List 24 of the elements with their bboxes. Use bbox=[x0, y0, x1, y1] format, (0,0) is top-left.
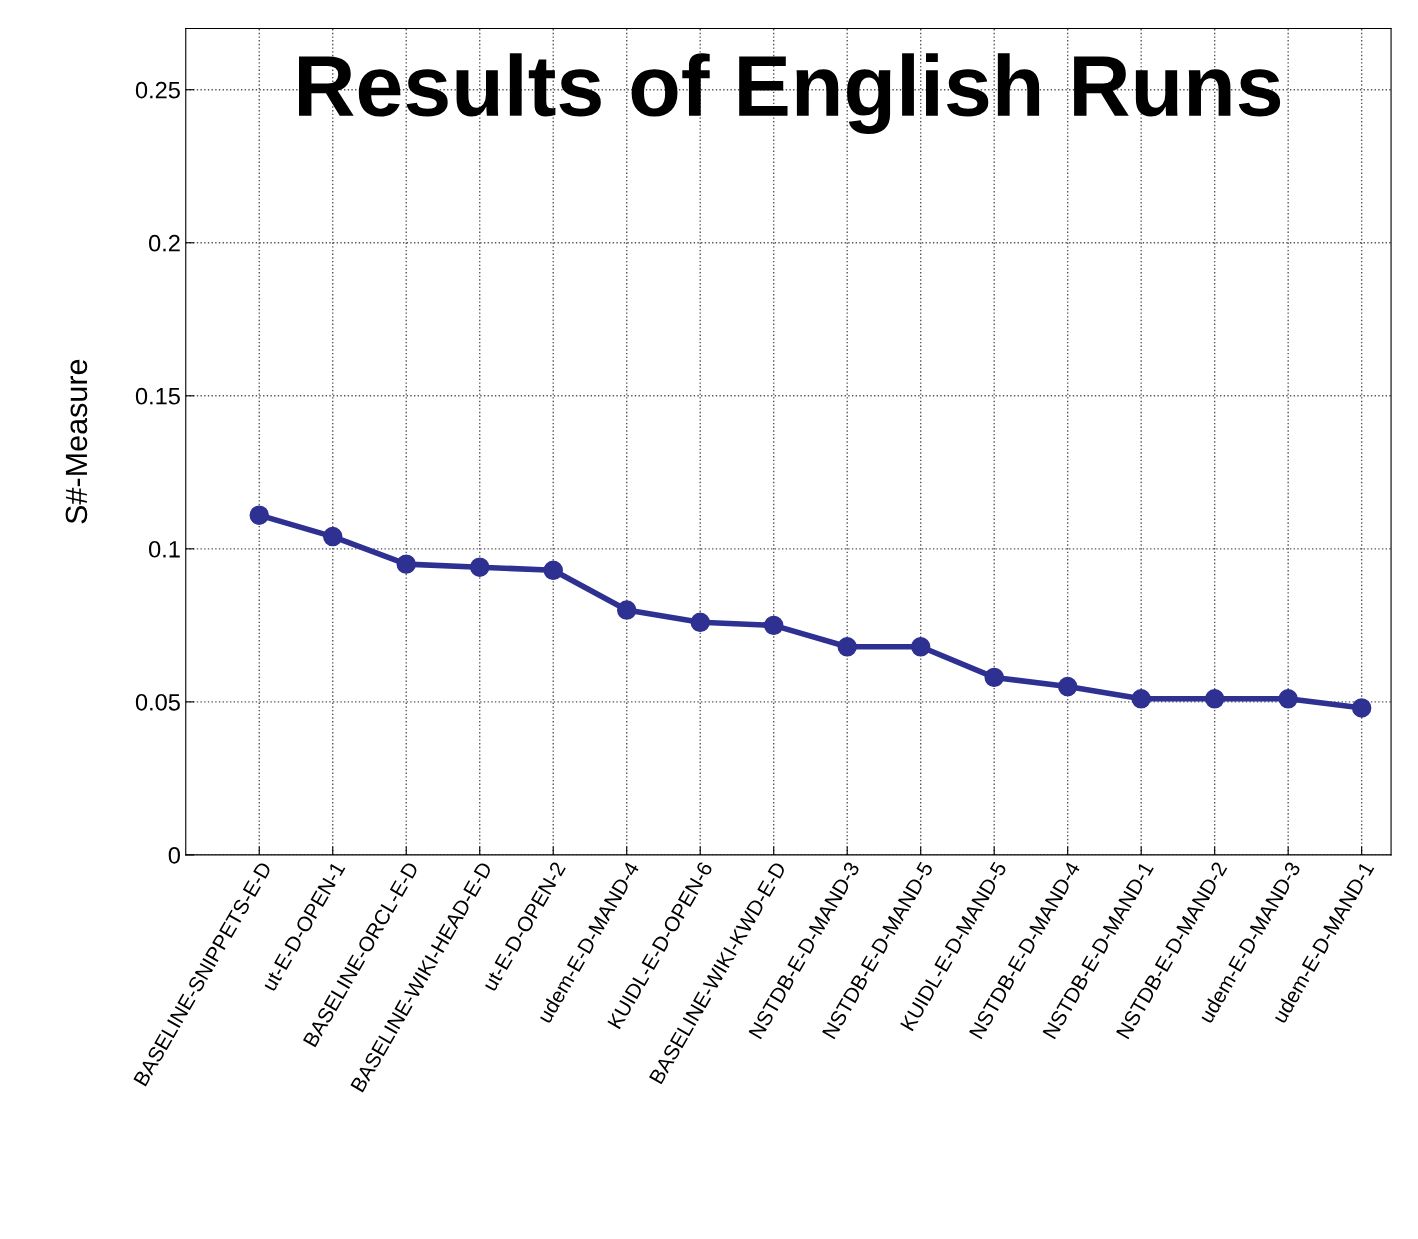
y-axis-title: S#-Measure bbox=[65, 359, 88, 524]
y-tick-label: 0.05 bbox=[135, 693, 180, 711]
point bbox=[910, 637, 931, 657]
point bbox=[616, 600, 637, 620]
y-tick-label: 0.25 bbox=[135, 81, 180, 99]
point bbox=[690, 612, 710, 633]
point bbox=[1131, 689, 1151, 709]
point bbox=[470, 557, 490, 577]
point bbox=[543, 560, 563, 580]
point bbox=[396, 554, 416, 574]
y-tick-label: 0.2 bbox=[149, 234, 180, 252]
point bbox=[1204, 689, 1225, 709]
point bbox=[984, 667, 1004, 688]
y-tick-label: 0.15 bbox=[135, 387, 180, 405]
point bbox=[1351, 698, 1372, 718]
point bbox=[249, 505, 269, 525]
chart-title: Results of English Runs bbox=[299, 53, 1281, 134]
point bbox=[763, 615, 784, 636]
point bbox=[837, 637, 857, 657]
y-tick-label: 0.1 bbox=[149, 540, 180, 558]
y-tick-label: 0 bbox=[168, 846, 180, 864]
point bbox=[323, 526, 343, 547]
point bbox=[1278, 689, 1298, 709]
point bbox=[1057, 676, 1078, 697]
